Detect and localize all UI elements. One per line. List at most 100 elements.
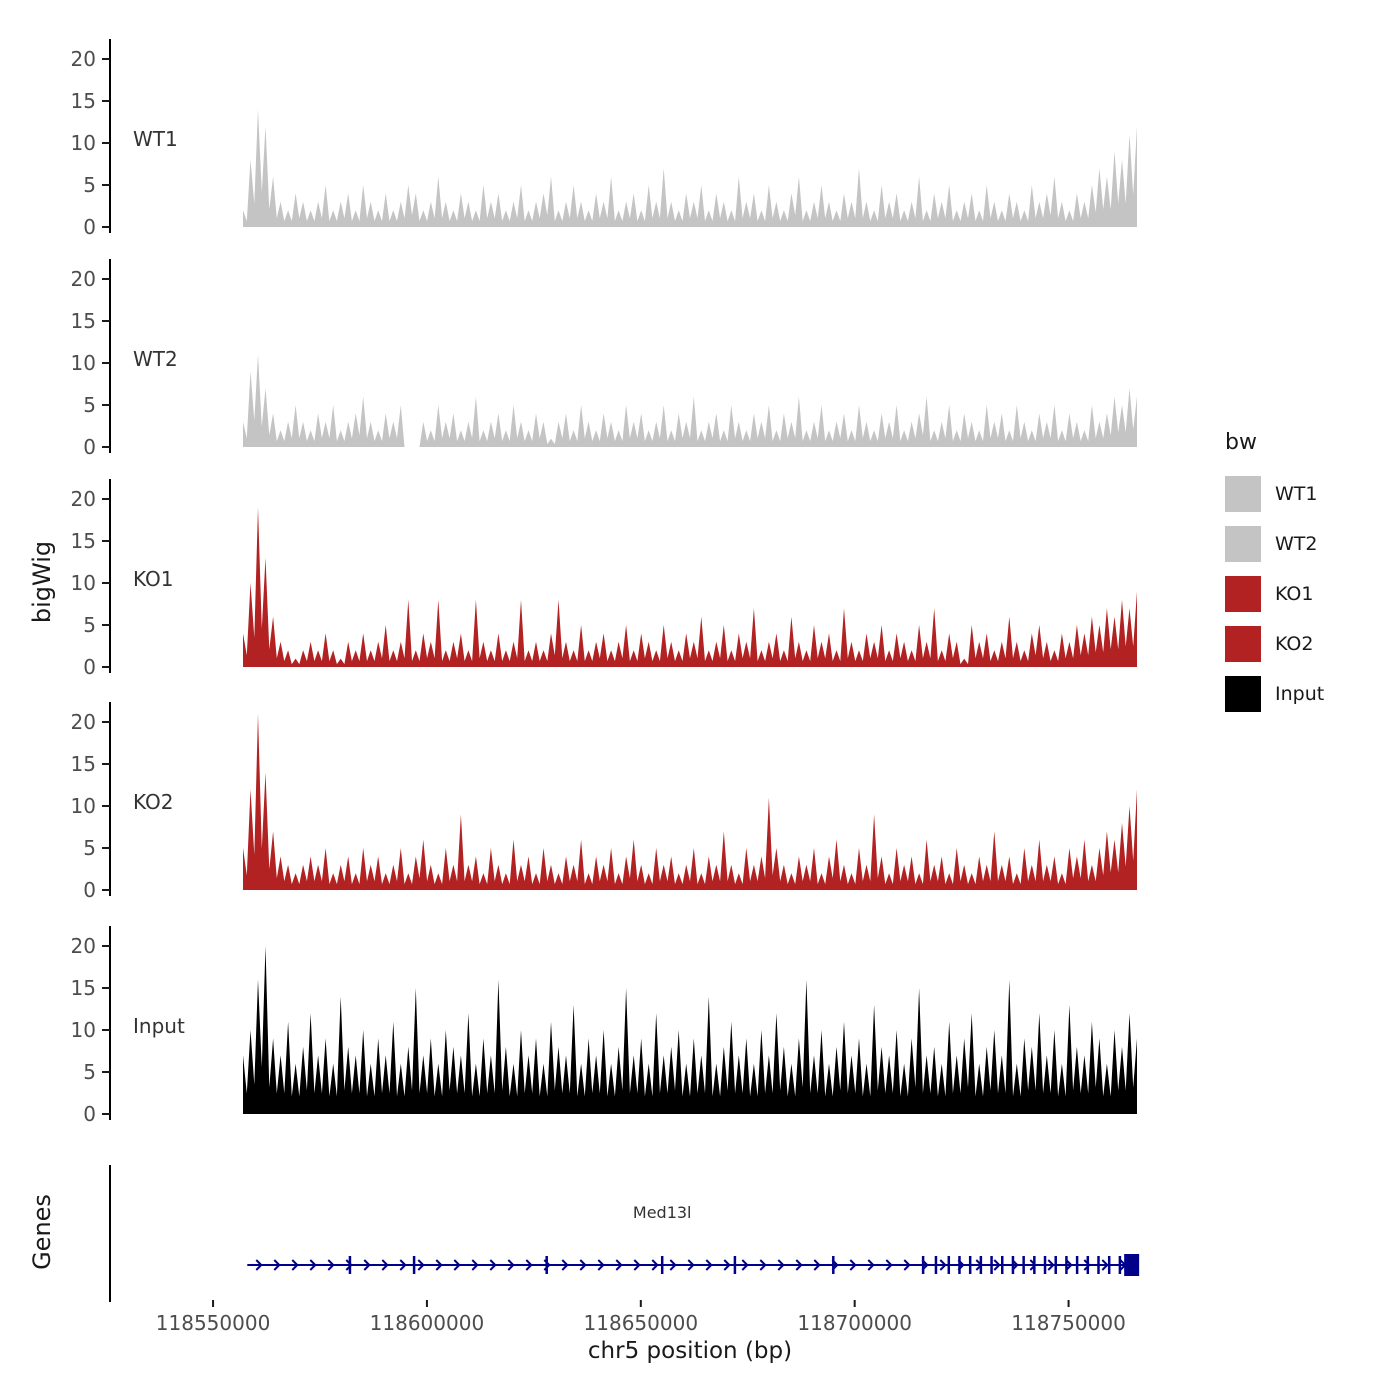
strand-arrow (1047, 1259, 1055, 1271)
legend-entries: WT1 WT2 KO1 KO2 Input (1225, 469, 1324, 719)
strand-arrow (561, 1259, 569, 1271)
strand-arrow (363, 1259, 371, 1271)
strand-arrow (489, 1259, 497, 1271)
strand-arrow (507, 1259, 515, 1271)
y-tick-label: 20 (71, 267, 96, 291)
strand-arrow (345, 1259, 353, 1271)
y-tick-label: 15 (71, 309, 96, 333)
x-axis: 118550000 118600000 118650000 118700000 1187… (156, 1300, 1126, 1335)
track-panel-Input: 0 5 10 15 20 Input (71, 926, 1137, 1122)
panel-label-KO2: KO2 (133, 790, 174, 814)
strand-arrow (327, 1259, 335, 1271)
y-tick-label: 0 (83, 215, 96, 235)
legend-title: bw (1225, 430, 1257, 455)
y-tick-label: 5 (83, 836, 96, 860)
strand-arrow (273, 1259, 281, 1271)
y-tick-label: 10 (71, 571, 96, 595)
y-tick-label: 10 (71, 1018, 96, 1042)
legend-entry-Input: Input (1225, 669, 1324, 719)
y-tick-label: 5 (83, 613, 96, 637)
strand-arrow (867, 1259, 875, 1271)
panel-label-WT1: WT1 (133, 127, 178, 151)
legend-entry-WT2: WT2 (1225, 519, 1324, 569)
legend-label-WT2: WT2 (1275, 533, 1318, 555)
coverage-area-WT1 (243, 109, 1137, 227)
panel-label-WT2: WT2 (133, 347, 178, 371)
strand-arrow (849, 1259, 857, 1271)
y-tick-label: 0 (83, 655, 96, 675)
strand-arrow (309, 1259, 317, 1271)
strand-arrow (741, 1259, 749, 1271)
x-axis-title: chr5 position (bp) (587, 1338, 793, 1364)
gene-label: Med13l (633, 1203, 692, 1222)
y-tick-label: 10 (71, 794, 96, 818)
legend-swatch-WT1 (1225, 476, 1261, 512)
strand-arrow (435, 1259, 443, 1271)
legend: bw WT1 WT2 KO1 KO2 Input (1225, 430, 1324, 719)
y-tick-label: 5 (83, 1060, 96, 1084)
strand-arrow (1101, 1259, 1109, 1271)
strand-arrow (795, 1259, 803, 1271)
strand-arrow (471, 1259, 479, 1271)
legend-label-KO2: KO2 (1275, 633, 1314, 655)
strand-arrow (993, 1259, 1001, 1271)
y-tick-label: 0 (83, 878, 96, 898)
y-tick-label: 20 (71, 47, 96, 71)
y-tick-label: 20 (71, 710, 96, 734)
strand-arrow (633, 1259, 641, 1271)
strand-arrow (255, 1259, 263, 1271)
legend-entry-KO2: KO2 (1225, 619, 1324, 669)
y-tick-label: 20 (71, 934, 96, 958)
legend-swatch-Input (1225, 676, 1261, 712)
y-tick-label: 15 (71, 976, 96, 1000)
x-tick-label: 118700000 (797, 1311, 912, 1335)
panel-label-KO1: KO1 (133, 567, 174, 591)
y-tick-label: 15 (71, 89, 96, 113)
legend-label-Input: Input (1275, 683, 1325, 705)
legend-swatch-WT2 (1225, 526, 1261, 562)
track-panel-KO2: 0 5 10 15 20 KO2 (71, 702, 1137, 898)
strand-arrow (903, 1259, 911, 1271)
strand-arrow (417, 1259, 425, 1271)
legend-entry-WT1: WT1 (1225, 469, 1324, 519)
strand-arrow (813, 1259, 821, 1271)
legend-swatch-KO1 (1225, 576, 1261, 612)
terminal-exon-box (1124, 1254, 1140, 1276)
strand-arrow (399, 1259, 407, 1271)
strand-arrow (687, 1259, 695, 1271)
x-tick-label: 118600000 (370, 1311, 485, 1335)
y-tick-label: 5 (83, 393, 96, 417)
strand-arrow (1083, 1259, 1091, 1271)
strand-arrow (723, 1259, 731, 1271)
strand-arrow (705, 1259, 713, 1271)
y-tick-label: 20 (71, 487, 96, 511)
legend-label-WT1: WT1 (1275, 483, 1318, 505)
panel-label-Input: Input (133, 1014, 185, 1038)
strand-arrow (381, 1259, 389, 1271)
strand-arrow (579, 1259, 587, 1271)
y-tick-label: 0 (83, 435, 96, 455)
legend-label-KO1: KO1 (1275, 583, 1314, 605)
coverage-area-KO2 (243, 713, 1137, 890)
strand-arrow (777, 1259, 785, 1271)
strand-arrow (615, 1259, 623, 1271)
strand-arrow (759, 1259, 767, 1271)
x-tick-label: 118550000 (156, 1311, 271, 1335)
strand-arrow (885, 1259, 893, 1271)
y-tick-label: 5 (83, 173, 96, 197)
track-panel-KO1: 0 5 10 15 20 KO1 (71, 479, 1137, 675)
coverage-area-KO1 (243, 507, 1137, 667)
legend-swatch-KO2 (1225, 626, 1261, 662)
strand-arrow (291, 1259, 299, 1271)
strand-arrow (1065, 1259, 1073, 1271)
strand-arrow (525, 1259, 533, 1271)
track-panel-WT2: 0 5 10 15 20 WT2 (71, 259, 1137, 455)
strand-arrow (939, 1259, 947, 1271)
x-tick-label: 118650000 (584, 1311, 699, 1335)
legend-entry-KO1: KO1 (1225, 569, 1324, 619)
strand-arrow (669, 1259, 677, 1271)
y-tick-label: 10 (71, 131, 96, 155)
x-tick-label: 118750000 (1011, 1311, 1126, 1335)
strand-arrow (597, 1259, 605, 1271)
